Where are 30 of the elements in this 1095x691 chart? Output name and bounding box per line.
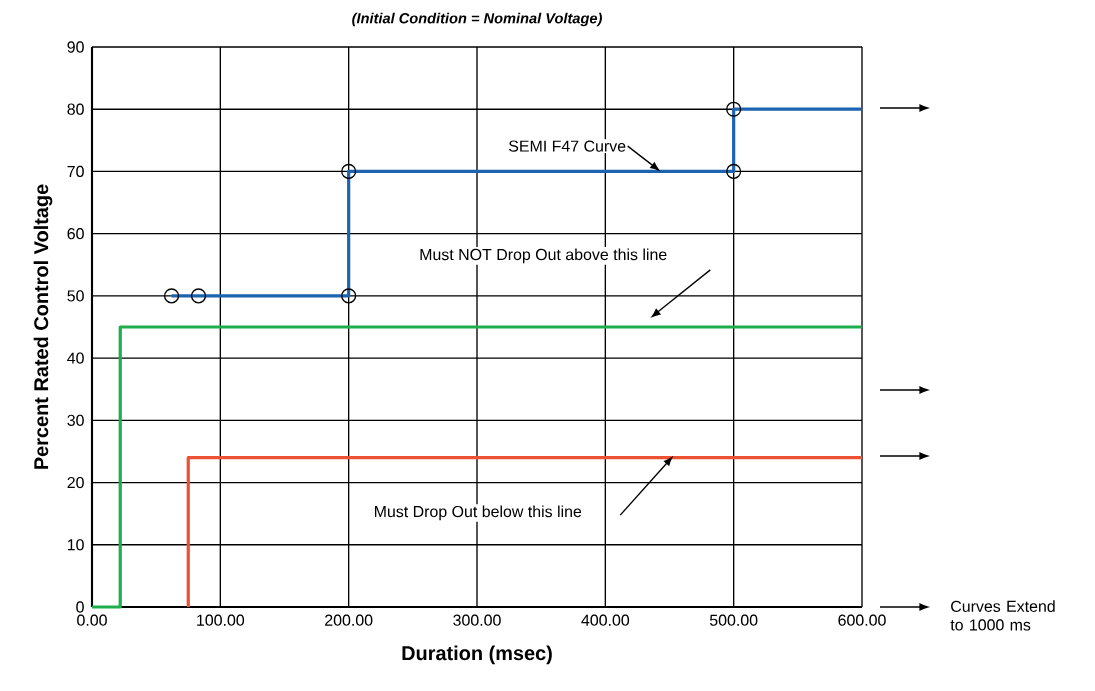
x-tick-label: 100.00 [197, 614, 245, 626]
x-axis-title: Duration (msec) [402, 645, 552, 665]
y-tick-label: 0 [76, 601, 84, 613]
chart-title: (Initial Condition = Nominal Voltage) [352, 12, 602, 27]
y-axis-title: Percent Rated Control Voltage [33, 184, 53, 469]
point [341, 163, 357, 180]
point [190, 288, 207, 304]
x-tick-label: 0.00 [77, 614, 107, 626]
y-tick-label: 10 [67, 539, 84, 551]
annotation: Must NOT Drop Out above this line [420, 248, 667, 264]
point [163, 288, 180, 304]
y-tick-label: 20 [67, 476, 84, 489]
y-tick-label: 90 [67, 41, 84, 53]
x-tick-label: 600.00 [838, 614, 886, 626]
annotation: SEMI F47 Curve [509, 140, 626, 152]
y-tick-label: 50 [67, 290, 84, 302]
point [726, 101, 742, 117]
text: Curves Extend to 1000 ms [950, 600, 1055, 631]
x-tick-label: 500.00 [709, 614, 758, 626]
x-tick-label: 200.00 [325, 614, 373, 626]
point [341, 288, 357, 304]
y-tick-label: 40 [67, 352, 84, 364]
point [726, 163, 742, 180]
annotation: Must Drop Out below this line [374, 505, 582, 521]
y-tick-label: 80 [67, 103, 84, 115]
y-tick-label: 30 [67, 414, 84, 426]
x-tick-label: 300.00 [453, 614, 501, 626]
y-tick-label: 60 [67, 228, 84, 240]
y-tick-label: 70 [67, 165, 84, 178]
x-tick-label: 400.00 [581, 614, 630, 626]
